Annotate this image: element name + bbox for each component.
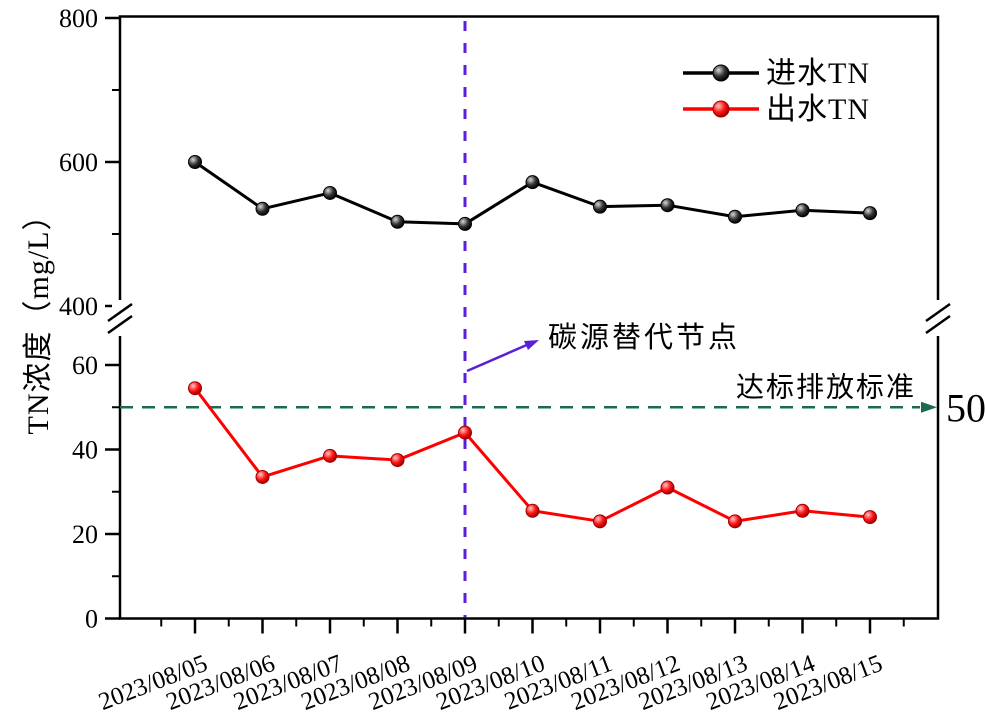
y-tick-label: 0 [85, 605, 98, 634]
legend-marker [712, 64, 730, 82]
legend-marker [712, 100, 730, 118]
hline-arrowhead [921, 401, 937, 413]
data-point [458, 425, 472, 440]
legend-label: 出水TN [766, 93, 870, 126]
vline-arrow-shaft [466, 342, 530, 373]
y-tick-label: 20 [72, 520, 98, 549]
data-point [795, 203, 810, 218]
legend-label: 进水TN [766, 57, 870, 90]
data-point [728, 209, 742, 224]
data-point [458, 216, 472, 231]
y-tick-label: 600 [59, 148, 98, 177]
y-axis-title-text: TN浓度（mg/L） [22, 200, 55, 435]
data-point [593, 514, 607, 529]
data-point [188, 155, 202, 169]
data-point [593, 199, 607, 214]
vline-arrowhead [524, 340, 539, 350]
y-tick-label: 400 [59, 292, 98, 321]
data-point [255, 469, 270, 484]
y-tick-label: 60 [72, 351, 98, 380]
data-point [323, 185, 337, 200]
data-point [660, 480, 675, 495]
data-point [525, 175, 540, 190]
event-line-label: 碳源替代节点 [548, 321, 740, 354]
right-value-label: 50 [946, 385, 985, 430]
data-point [255, 201, 270, 216]
data-point [795, 503, 810, 518]
y-tick-label: 800 [59, 4, 98, 33]
y-axis: 400 600 800 0 20 40 60 [59, 4, 120, 634]
data-point [863, 206, 877, 221]
vline-annotation: 碳源替代节点 [463, 21, 740, 618]
data-point [390, 214, 405, 229]
axis-break-marks [107, 300, 951, 336]
data-point [390, 453, 405, 468]
series-effluent-tn [188, 381, 877, 529]
x-axis: 2023/08/052023/08/062023/08/072023/08/08… [95, 618, 905, 716]
data-point [660, 198, 675, 213]
hline-annotation: 达标排放标准 50 [120, 371, 985, 430]
data-point [188, 381, 202, 396]
data-point [728, 514, 742, 529]
y-tick-label: 40 [72, 436, 98, 465]
data-point [323, 448, 337, 463]
standard-line-label: 达标排放标准 [736, 371, 916, 403]
data-point [863, 510, 877, 525]
data-point [525, 503, 540, 518]
y-axis-title: TN浓度（mg/L） [22, 200, 55, 435]
series-influent-tn [188, 155, 877, 231]
